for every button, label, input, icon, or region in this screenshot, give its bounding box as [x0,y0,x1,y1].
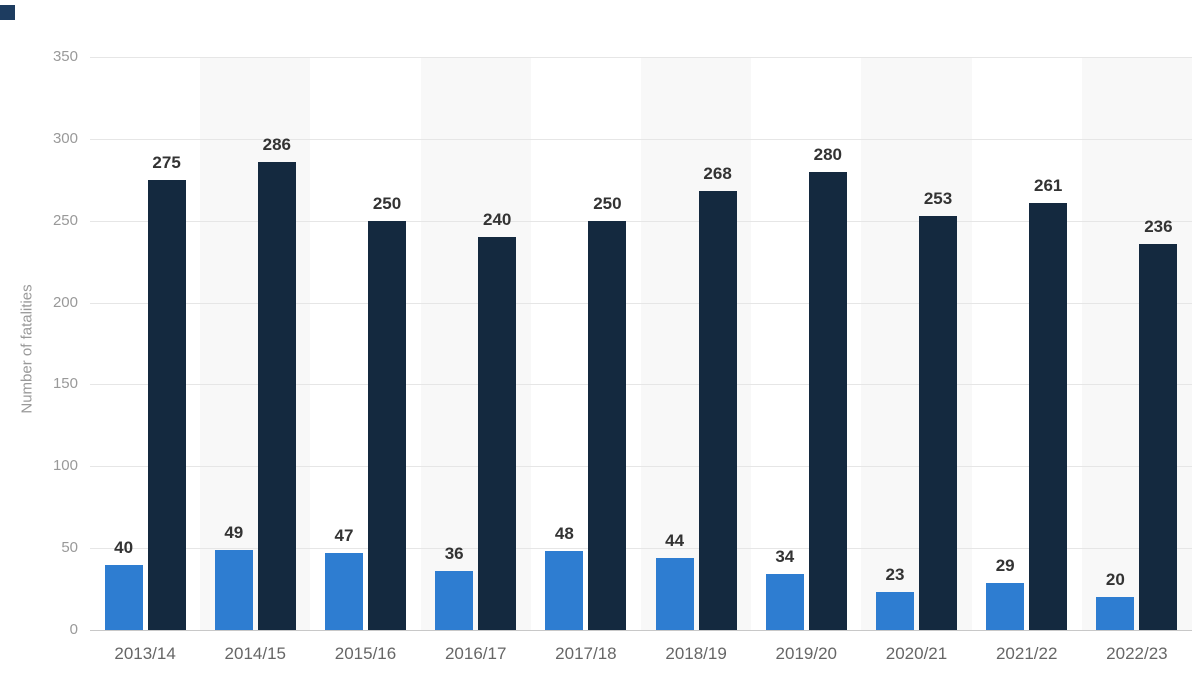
bar-value-label: 253 [923,188,953,208]
bar-value-label: 36 [444,544,464,564]
bar-light-blue[interactable] [655,557,694,630]
bar-dark-navy[interactable] [919,215,957,630]
y-tick-label: 300 [52,129,78,147]
gridline [90,220,1192,222]
bar-value-label: 236 [1144,216,1173,236]
bar-dark-navy[interactable] [368,220,406,630]
bar-dark-navy[interactable] [147,179,186,630]
bar-value-label: 29 [995,555,1015,575]
x-category-label: 2015/16 [334,644,397,663]
bar-value-label: 47 [334,526,354,546]
x-category-label: 2013/14 [114,644,176,663]
y-tick-label: 100 [52,457,78,475]
bar-dark-navy[interactable] [588,220,627,630]
bar-value-label: 261 [1034,175,1063,195]
x-axis-line [90,630,1192,631]
bar-value-label: 34 [775,547,795,567]
bar-light-blue[interactable] [876,592,914,630]
bar-value-label: 286 [262,134,291,154]
y-tick-label: 250 [52,211,78,229]
bar-value-label: 20 [1105,570,1125,590]
bar-light-blue[interactable] [986,582,1025,630]
bar-light-blue[interactable] [1096,597,1135,630]
bar-dark-navy[interactable] [808,171,847,630]
x-category-label: 2020/21 [885,644,948,663]
bar-light-blue[interactable] [545,551,584,630]
bar-light-blue[interactable] [765,574,804,630]
x-category-label: 2021/22 [995,644,1058,663]
bar-value-label: 280 [813,144,842,164]
bar-value-label: 240 [483,210,512,230]
y-tick-label: 50 [61,539,78,557]
gridline [90,138,1192,140]
gridline [90,57,1192,58]
bar-value-label: 40 [114,537,134,557]
x-category-label: 2019/20 [775,644,837,663]
gridline [90,302,1192,304]
bar-value-label: 268 [703,164,732,184]
gridline [90,548,1192,550]
bar-value-label: 250 [372,193,402,213]
bar-dark-navy[interactable] [1139,243,1178,630]
bar-value-label: 250 [593,193,622,213]
bar-light-blue[interactable] [214,549,253,630]
x-category-label: 2016/17 [444,644,507,663]
plot-area: 40 49 47 36 48 44 34 23 29 20 275 286 250 240 250 268 28… [90,57,1192,631]
bar-light-blue[interactable] [325,553,363,630]
bar-value-label: 48 [554,524,574,544]
bar-dark-navy[interactable] [478,237,517,630]
bar-dark-navy[interactable] [257,161,296,630]
bar-dark-navy[interactable] [698,191,737,630]
bar-value-label: 49 [224,522,244,542]
gridline [90,384,1192,386]
corner-mark-icon [0,5,15,20]
bar-value-label: 275 [152,152,181,172]
bar-dark-navy[interactable] [1029,202,1068,630]
gridline [90,466,1192,468]
bar-value-label: 44 [665,530,685,550]
y-tick-label: 150 [52,375,78,393]
y-tick-label: 0 [69,621,78,638]
y-tick-label: 200 [52,293,78,311]
x-category-label: 2017/18 [555,644,617,663]
x-category-label: 2018/19 [665,644,727,663]
x-category-label: 2022/23 [1106,644,1168,663]
bar-light-blue[interactable] [435,571,474,630]
bar-light-blue[interactable] [104,564,143,630]
x-category-label: 2014/15 [224,644,286,663]
y-tick-label: 350 [52,48,78,65]
bar-value-label: 23 [885,565,905,585]
